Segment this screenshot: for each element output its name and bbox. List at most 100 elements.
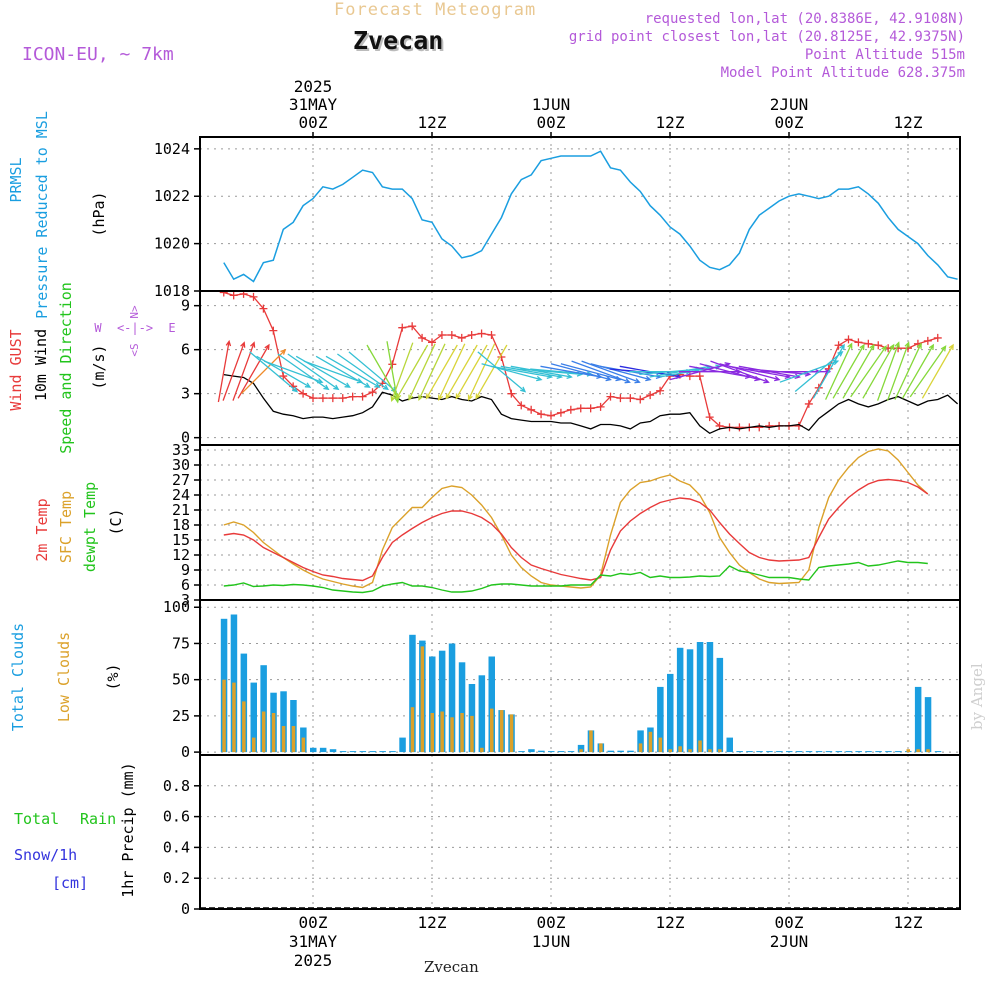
gust-marker bbox=[695, 372, 704, 381]
total-clouds-bar bbox=[319, 747, 327, 753]
model-label: ICON-EU, ~ 7km bbox=[22, 44, 174, 65]
wind-direction-arrow bbox=[571, 360, 631, 384]
wind-direction-arrow bbox=[909, 345, 947, 398]
wind-direction-arrow bbox=[237, 343, 270, 399]
bottom-time-label: 00Z bbox=[775, 913, 804, 932]
total-clouds-bar bbox=[825, 751, 833, 753]
wind-direction-arrow bbox=[894, 342, 922, 400]
temperature-series-group bbox=[223, 448, 929, 594]
dewpt-temp-label: dewpt Temp bbox=[81, 482, 99, 572]
total-clouds-bar bbox=[617, 750, 624, 753]
low-clouds-bar bbox=[470, 715, 474, 753]
clouds-bars-group bbox=[220, 614, 942, 753]
grid-point-coords: grid point closest lon,lat (20.8125E, 42… bbox=[568, 29, 965, 45]
temperature-ytick-label: 3 bbox=[181, 591, 190, 609]
low-clouds-bar bbox=[490, 708, 494, 753]
total-clouds-bar bbox=[567, 751, 575, 753]
compass-east: E bbox=[168, 321, 175, 335]
low-clouds-bar bbox=[698, 740, 702, 753]
total-clouds-bar bbox=[478, 675, 486, 753]
total-clouds-bar bbox=[488, 656, 495, 753]
clouds-ytick-label: 25 bbox=[172, 707, 190, 725]
wind-direction-arrow bbox=[315, 355, 371, 388]
wind-direction-arrow bbox=[825, 342, 853, 400]
precip-total-label: Total bbox=[14, 810, 59, 828]
low-clouds-bar bbox=[579, 749, 583, 753]
temp-2m-line bbox=[223, 478, 929, 582]
gust-marker bbox=[487, 331, 496, 339]
pressure-ytick-label: 1022 bbox=[154, 187, 190, 205]
total-clouds-bar bbox=[399, 737, 406, 753]
gust-marker bbox=[338, 394, 347, 403]
precip-cm-label: [cm] bbox=[52, 874, 88, 892]
wind-speed-line bbox=[223, 373, 959, 435]
top-time-label: 12Z bbox=[656, 113, 685, 132]
low-clouds-bar bbox=[430, 713, 434, 753]
model-altitude: Model Point Altitude 628.375m bbox=[720, 65, 965, 81]
low-clouds-label: Low Clouds bbox=[55, 632, 73, 722]
clouds-ytick-label: 0 bbox=[181, 743, 190, 761]
gust-marker bbox=[616, 394, 625, 403]
wind-ytick-label: 6 bbox=[181, 341, 190, 359]
temperature-ytick-label: 15 bbox=[172, 531, 190, 549]
temp-2m-label: 2m Temp bbox=[33, 498, 51, 561]
temperature-ytick-label: 12 bbox=[172, 546, 190, 564]
gust-marker bbox=[428, 338, 436, 347]
total-clouds-bar bbox=[696, 642, 704, 753]
total-clouds-bar bbox=[805, 751, 813, 753]
low-clouds-bar bbox=[718, 749, 722, 753]
bottom-time-label: 12Z bbox=[894, 913, 923, 932]
total-clouds-bar bbox=[458, 662, 466, 753]
precip-rain-label: Rain bbox=[80, 810, 116, 828]
gust-marker bbox=[636, 395, 645, 404]
gust-marker bbox=[309, 394, 317, 403]
total-clouds-bar bbox=[329, 749, 337, 753]
total-clouds-bar bbox=[924, 697, 932, 753]
total-clouds-bar bbox=[875, 751, 882, 753]
temperature-ytick-label: 30 bbox=[172, 456, 190, 474]
total-clouds-bar bbox=[339, 751, 347, 753]
total-clouds-bar bbox=[795, 751, 803, 753]
wind-direction-arrow bbox=[390, 342, 414, 403]
total-clouds-bar bbox=[865, 751, 872, 753]
requested-coords: requested lon,lat (20.8386E, 42.9108N) bbox=[644, 11, 965, 27]
total-clouds-bar bbox=[438, 650, 446, 753]
gust-marker bbox=[685, 372, 694, 381]
low-clouds-bar bbox=[648, 731, 653, 753]
point-altitude: Point Altitude 515m bbox=[804, 47, 965, 63]
low-clouds-bar bbox=[906, 749, 910, 753]
total-clouds-bar bbox=[676, 647, 684, 753]
temperature-ytick-label: 24 bbox=[172, 486, 190, 504]
pressure-ytick-label: 1018 bbox=[154, 282, 190, 300]
wind-direction-arrow bbox=[850, 345, 887, 398]
gust-marker bbox=[933, 333, 942, 342]
temperature-ytick-label: 6 bbox=[181, 576, 190, 594]
compass-ew-arrow: <-|-> bbox=[117, 321, 153, 335]
low-clouds-bar bbox=[916, 749, 920, 753]
total-clouds-bar bbox=[756, 751, 763, 753]
total-clouds-bar bbox=[528, 749, 535, 753]
wind-direction-arrow bbox=[277, 353, 330, 391]
low-clouds-bar bbox=[450, 717, 454, 753]
gust-marker bbox=[755, 423, 764, 432]
low-clouds-bar bbox=[599, 743, 603, 753]
gust-marker bbox=[477, 329, 486, 338]
gust-marker bbox=[408, 322, 417, 331]
low-clouds-bar bbox=[926, 749, 930, 753]
total-clouds-bar bbox=[895, 751, 902, 753]
total-clouds-bar bbox=[686, 649, 694, 753]
gust-marker bbox=[299, 389, 308, 398]
top-time-label: 00Z bbox=[299, 113, 328, 132]
low-clouds-bar bbox=[658, 737, 663, 753]
pressure-series-group bbox=[223, 150, 958, 283]
dewpt-line bbox=[223, 560, 928, 594]
gust-marker bbox=[566, 405, 575, 414]
low-clouds-bar bbox=[460, 713, 464, 753]
top-time-label: 00Z bbox=[775, 113, 804, 132]
gust-marker bbox=[229, 291, 238, 300]
total-clouds-bar bbox=[429, 656, 436, 753]
clouds-unit-label: (%) bbox=[104, 663, 122, 690]
wind-direction-arrow bbox=[550, 363, 612, 382]
gust-marker bbox=[517, 401, 526, 410]
low-clouds-bar bbox=[271, 713, 276, 753]
